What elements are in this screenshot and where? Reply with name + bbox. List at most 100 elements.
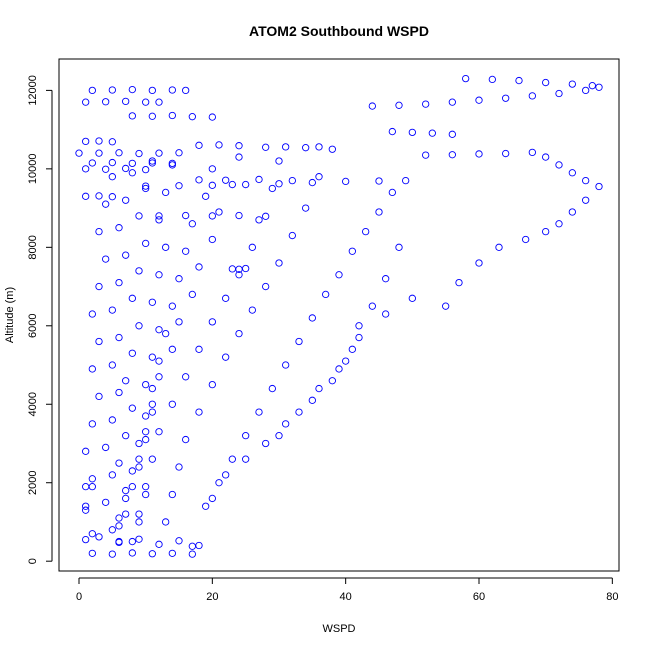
data-point — [282, 143, 290, 151]
data-point — [108, 86, 116, 94]
data-point — [108, 526, 116, 534]
data-point — [88, 159, 96, 167]
data-point — [342, 177, 350, 186]
data-point — [195, 345, 203, 353]
data-point — [215, 479, 223, 487]
data-point — [128, 549, 136, 557]
data-point — [275, 431, 283, 440]
data-point — [275, 259, 283, 267]
data-point — [582, 176, 590, 185]
data-point — [128, 537, 136, 546]
data-point — [115, 459, 123, 467]
data-point — [115, 538, 123, 547]
data-point — [288, 176, 296, 185]
data-point — [88, 310, 96, 318]
data-point — [295, 337, 303, 346]
data-point — [248, 306, 256, 314]
data-point — [235, 329, 243, 338]
data-point — [135, 510, 143, 518]
data-point — [122, 164, 130, 173]
data-point — [328, 377, 336, 385]
data-point — [142, 435, 150, 444]
data-point — [88, 86, 96, 95]
data-point — [455, 278, 463, 287]
x-axis: 0 20 40 60 80 — [76, 577, 618, 603]
chart-title: ATOM2 Southbound WSPD — [249, 23, 429, 39]
data-point — [162, 188, 170, 197]
data-point — [368, 302, 376, 310]
data-point — [122, 486, 130, 495]
data-point — [235, 271, 243, 279]
data-point — [208, 380, 216, 389]
data-point — [115, 333, 123, 342]
data-point — [248, 243, 256, 251]
data-point — [215, 141, 223, 149]
data-point — [128, 112, 136, 120]
data-point — [195, 263, 203, 271]
data-point — [82, 535, 90, 544]
y-tick-label: 2000 — [27, 470, 39, 494]
data-point — [475, 150, 483, 158]
data-point — [82, 98, 90, 106]
data-point — [142, 428, 150, 436]
data-point — [208, 235, 216, 244]
y-tick-label: 6000 — [27, 314, 39, 338]
data-point — [408, 294, 416, 302]
data-point — [522, 235, 530, 244]
data-point — [108, 416, 116, 424]
y-tick-label: 12000 — [27, 75, 39, 106]
data-point — [88, 475, 96, 483]
data-point — [148, 86, 156, 95]
data-point — [555, 89, 563, 98]
data-point — [168, 302, 176, 310]
data-point — [195, 541, 203, 550]
data-point — [135, 518, 143, 526]
x-axis-label: WSPD — [323, 623, 356, 635]
data-point — [95, 137, 103, 145]
data-point — [502, 149, 510, 158]
data-point — [142, 182, 150, 190]
data-point — [268, 384, 276, 393]
data-point — [222, 176, 230, 184]
data-point — [188, 550, 196, 558]
data-point — [322, 290, 330, 299]
data-point — [168, 400, 176, 408]
data-point — [108, 193, 116, 201]
data-point — [148, 384, 156, 393]
data-point — [208, 165, 216, 173]
data-point — [348, 247, 356, 255]
data-point — [95, 337, 103, 346]
data-point — [448, 151, 456, 159]
data-point — [242, 455, 250, 463]
data-point — [95, 227, 103, 236]
data-point — [202, 502, 210, 510]
data-point — [75, 149, 83, 157]
data-point — [308, 178, 316, 187]
data-point — [95, 149, 103, 157]
y-tick-label: 4000 — [27, 392, 39, 416]
data-point — [422, 100, 430, 108]
data-point — [148, 455, 156, 463]
data-point — [328, 145, 336, 153]
data-point — [142, 490, 150, 499]
data-point — [182, 435, 190, 444]
data-point — [268, 184, 276, 193]
data-point — [475, 259, 483, 267]
data-point — [135, 439, 143, 448]
y-axis-label: Altitude (m) — [4, 287, 16, 343]
data-point — [208, 318, 216, 326]
data-point — [168, 345, 176, 353]
data-point — [555, 220, 563, 228]
y-axis: 0 2000 4000 6000 8000 10000 12000 — [27, 75, 53, 564]
data-point — [148, 159, 156, 167]
data-point — [315, 173, 323, 181]
data-point — [375, 177, 383, 185]
data-point — [82, 447, 90, 455]
data-point — [595, 83, 603, 91]
data-point — [235, 153, 243, 161]
data-point — [175, 149, 183, 157]
data-point — [148, 550, 156, 558]
data-point — [502, 94, 510, 102]
data-point — [242, 264, 250, 273]
data-point — [168, 161, 176, 169]
